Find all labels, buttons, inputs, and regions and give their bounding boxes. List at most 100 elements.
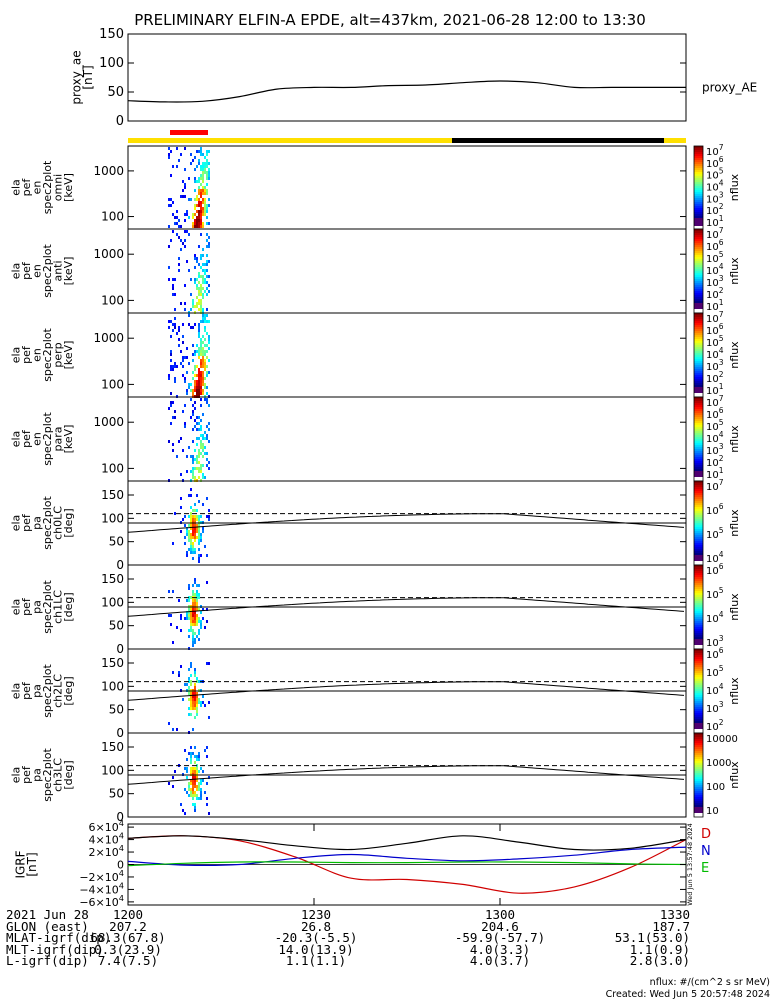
heatmap-cell (190, 662, 192, 665)
colorbar-cell (694, 697, 703, 700)
heatmap-cell (172, 278, 174, 281)
heatmap-cell (180, 302, 182, 305)
heatmap-cell (200, 344, 202, 347)
heatmap-cell (186, 527, 188, 530)
colorbar-cell (694, 160, 703, 163)
heatmap-cell (202, 374, 204, 377)
heatmap-cell (204, 198, 206, 201)
colorbar-cell (694, 631, 703, 634)
colorbar-cell (694, 787, 703, 790)
heatmap-cell (198, 788, 200, 791)
heatmap-cell (204, 377, 206, 380)
colorbar-cell (694, 447, 703, 450)
heatmap-cell (206, 554, 208, 557)
colorbar-cell (694, 365, 703, 368)
ylabel-line: [deg] (62, 508, 75, 537)
heatmap-cell (186, 683, 188, 686)
heatmap-cell (200, 147, 202, 150)
heatmap-cell (190, 779, 192, 782)
heatmap-cell (202, 377, 204, 380)
heatmap-cell (196, 210, 198, 213)
heatmap-cell (168, 374, 170, 377)
heatmap-cell (194, 368, 196, 371)
heatmap-cell (172, 671, 174, 674)
heatmap-cell (200, 341, 202, 344)
heatmap-cell (192, 641, 194, 644)
ylabel-line: [keV] (62, 341, 75, 370)
heatmap-cell (192, 359, 194, 362)
colorbar-cell (694, 287, 703, 290)
colorbar-cell (694, 265, 703, 268)
heatmap-cell (194, 222, 196, 225)
heatmap-cell (200, 365, 202, 368)
ylabel-line: anti (52, 260, 65, 281)
heatmap-cell (198, 308, 200, 311)
heatmap-cell (202, 275, 204, 278)
heatmap-cell (206, 171, 208, 174)
heatmap-cell (198, 383, 200, 386)
heatmap-cell (198, 524, 200, 527)
heatmap-perp (168, 314, 210, 398)
colorbar-cell (694, 561, 703, 564)
heatmap-cell (198, 302, 200, 305)
colorbar-tick-label: 106 (706, 502, 724, 517)
heatmap-cell (208, 260, 210, 263)
heatmap-cell (202, 174, 204, 177)
heatmap-cell (198, 371, 200, 374)
heatmap-cell (202, 389, 204, 392)
heatmap-para (168, 398, 210, 482)
colorbar-cell (694, 415, 703, 418)
orbit-value: 2.8(3.0) (629, 953, 690, 969)
heatmap-cell (188, 617, 190, 620)
heatmap-cell (184, 213, 186, 216)
heatmap-cell (190, 608, 192, 611)
heatmap-cell (170, 335, 172, 338)
colorbar-cell (694, 745, 703, 748)
heatmap-cell (184, 749, 186, 752)
heatmap-cell (172, 287, 174, 290)
heatmap-cell (200, 623, 202, 626)
colorbar-cell (694, 651, 703, 654)
colorbar-tick-label: 104 (706, 346, 724, 361)
heatmap-cell (202, 437, 204, 440)
colorbar-tick-label: 103 (706, 700, 724, 715)
heatmap-cell (190, 758, 192, 761)
heatmap-cell (176, 455, 178, 458)
heatmap-cell (200, 233, 202, 236)
heatmap-cell (194, 225, 196, 228)
heatmap-cell (196, 374, 198, 377)
heatmap-cell (192, 770, 194, 773)
heatmap-cell (170, 350, 172, 353)
colorbar-cell (694, 803, 703, 806)
heatmap-cell (196, 383, 198, 386)
colorbar-cell (694, 801, 703, 804)
heatmap-cell (196, 785, 198, 788)
science-zone-bar (170, 130, 208, 135)
ylabel-line: ela (10, 683, 23, 700)
heatmap-cell (194, 746, 196, 749)
colorbar-cell (694, 233, 703, 236)
colorbar-cell (694, 559, 703, 562)
heatmap-cell (196, 767, 198, 770)
heatmap-cell (204, 431, 206, 434)
heatmap-cell (198, 680, 200, 683)
colorbar-cell (694, 285, 703, 288)
ytick-label: 150 (101, 740, 124, 754)
heatmap-cell (190, 533, 192, 536)
heatmap-cell (186, 611, 188, 614)
ylabel-line: spec2plot (41, 748, 54, 802)
heatmap-cell (188, 587, 190, 590)
colorbar-cell (694, 521, 703, 524)
colorbar-cell (694, 437, 703, 440)
colorbar-cell (694, 579, 703, 582)
heatmap-cell (200, 782, 202, 785)
heatmap-cell (180, 530, 182, 533)
heatmap-cell (186, 260, 188, 263)
heatmap-cell (192, 518, 194, 521)
colorbar-cell (694, 809, 703, 812)
legend-entry: D (701, 827, 711, 842)
colorbar-cell (694, 499, 703, 502)
heatmap-cell (194, 767, 196, 770)
heatmap-cell (184, 284, 186, 287)
